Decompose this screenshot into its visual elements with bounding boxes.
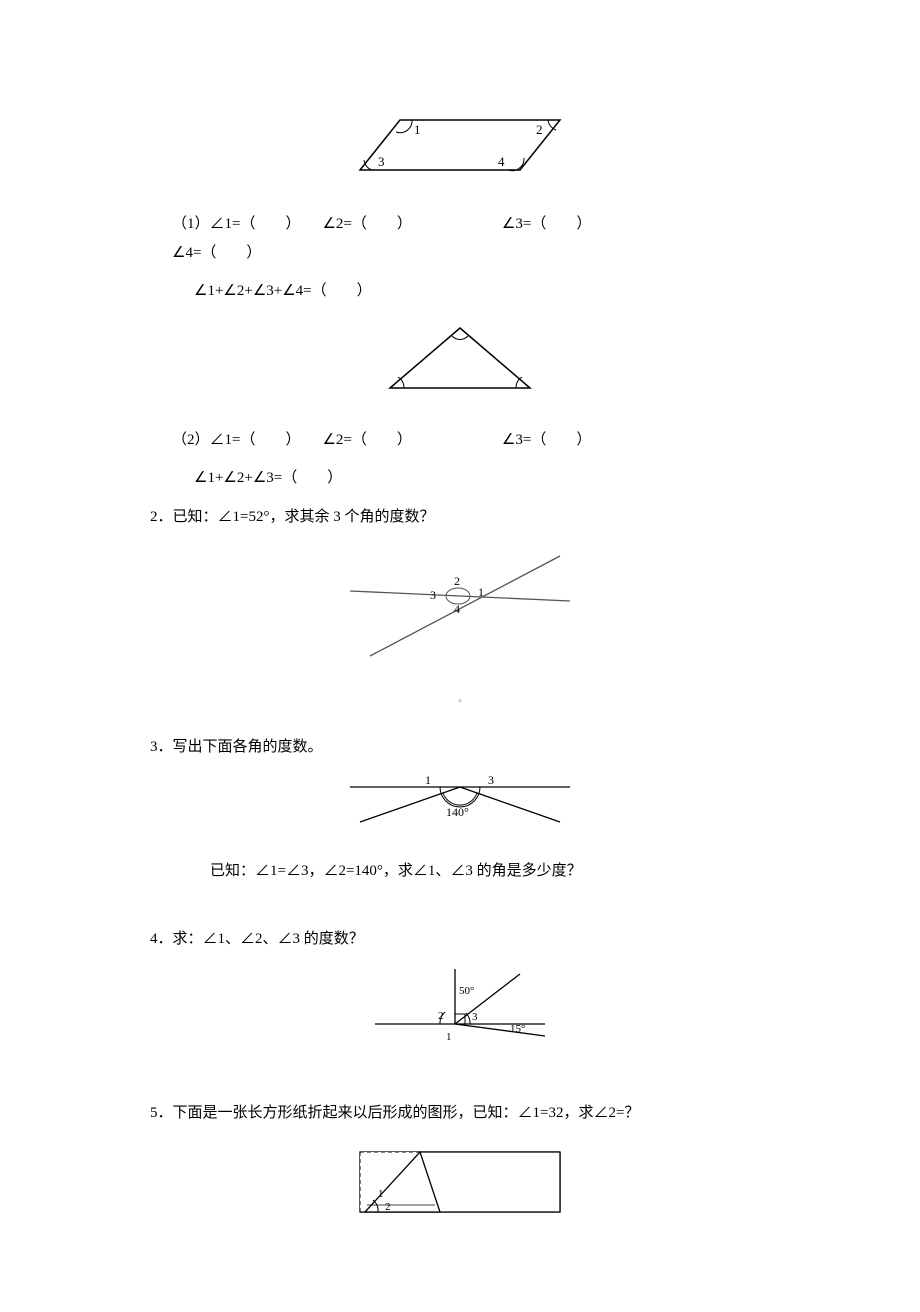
q4-text: 4．求：∠1、∠2、∠3 的度数？ [150, 925, 770, 954]
q1-part1-sum: ∠1+∠2+∠3+∠4=（ ） [150, 277, 770, 306]
q1-a1: ∠1=（ ） [210, 216, 301, 232]
q3-l3: 3 [488, 773, 494, 787]
q2-l2: 2 [454, 574, 460, 588]
q4-50: 50° [459, 985, 474, 997]
q4-l2: 2 [438, 1010, 444, 1022]
figure-q3: 1 3 140° [150, 772, 770, 837]
figure-q2: 2 1 3 4 [150, 541, 770, 676]
page-marker: ▫ [150, 696, 770, 707]
q4-l3: 3 [472, 1011, 478, 1023]
q3-l1: 1 [425, 773, 431, 787]
q5-num: 5． [150, 1105, 173, 1121]
q1-a4: ∠4=（ ） [172, 245, 261, 261]
q1-part1-prefix: （1） [172, 216, 210, 232]
q1p2-a1: ∠1=（ ） [210, 432, 301, 448]
figure-q4: 50° 15° 2 3 1 [150, 964, 770, 1059]
q5-l2: 2 [385, 1201, 391, 1213]
q2-num: 2． [150, 509, 173, 525]
figure-q5: 1 2 [150, 1137, 770, 1232]
q1p2-a3: ∠3=（ ） [502, 432, 591, 448]
q2-text: 2．已知：∠1=52°，求其余 3 个角的度数？ [150, 503, 770, 532]
label-2: 2 [536, 122, 543, 137]
q2-l3: 3 [430, 588, 436, 602]
q5-text: 5．下面是一张长方形纸折起来以后形成的图形，已知：∠1=32，求∠2=？ [150, 1099, 770, 1128]
label-1: 1 [414, 122, 421, 137]
q1-part2-sum: ∠1+∠2+∠3=（ ） [150, 464, 770, 493]
q5-body: 下面是一张长方形纸折起来以后形成的图形，已知：∠1=32，求∠2=？ [173, 1105, 640, 1121]
q4-l1: 1 [446, 1031, 452, 1043]
q1p2-a2: ∠2=（ ） [322, 432, 411, 448]
q1-part2-prefix: （2） [172, 432, 210, 448]
q1-a3: ∠3=（ ） [502, 216, 591, 232]
q3-body: 写出下面各角的度数。 [173, 739, 323, 755]
q2-l1: 1 [478, 585, 484, 599]
label-4: 4 [498, 154, 505, 169]
label-3: 3 [378, 154, 385, 169]
q1-part1-line1: （1）∠1=（ ） ∠2=（ ） ∠3=（ ） ∠4=（ ） [150, 210, 770, 267]
page: 1 2 3 4 （1）∠1=（ ）∠2=（ ）∠3=（ ）∠4=（ ） ∠1+∠… [0, 0, 920, 1312]
q2-l4: 4 [454, 602, 460, 616]
q1-part2-line1: （2）∠1=（ ） ∠2=（ ） ∠3=（ ） [150, 426, 770, 455]
q4-body: 求：∠1、∠2、∠3 的度数？ [173, 931, 364, 947]
figure-parallelogram: 1 2 3 4 [150, 110, 770, 190]
q1-a2: ∠2=（ ） [322, 216, 411, 232]
q4-num: 4． [150, 931, 173, 947]
q2-body: 已知：∠1=52°，求其余 3 个角的度数？ [173, 509, 435, 525]
q3-sub: 已知：∠1=∠3，∠2=140°，求∠1、∠3 的角是多少度？ [150, 857, 770, 886]
q3-text: 3．写出下面各角的度数。 [150, 733, 770, 762]
q5-l1: 1 [378, 1188, 384, 1200]
q3-center: 140° [446, 805, 469, 819]
q3-num: 3． [150, 739, 173, 755]
figure-triangle [150, 316, 770, 406]
q4-15: 15° [510, 1023, 525, 1035]
